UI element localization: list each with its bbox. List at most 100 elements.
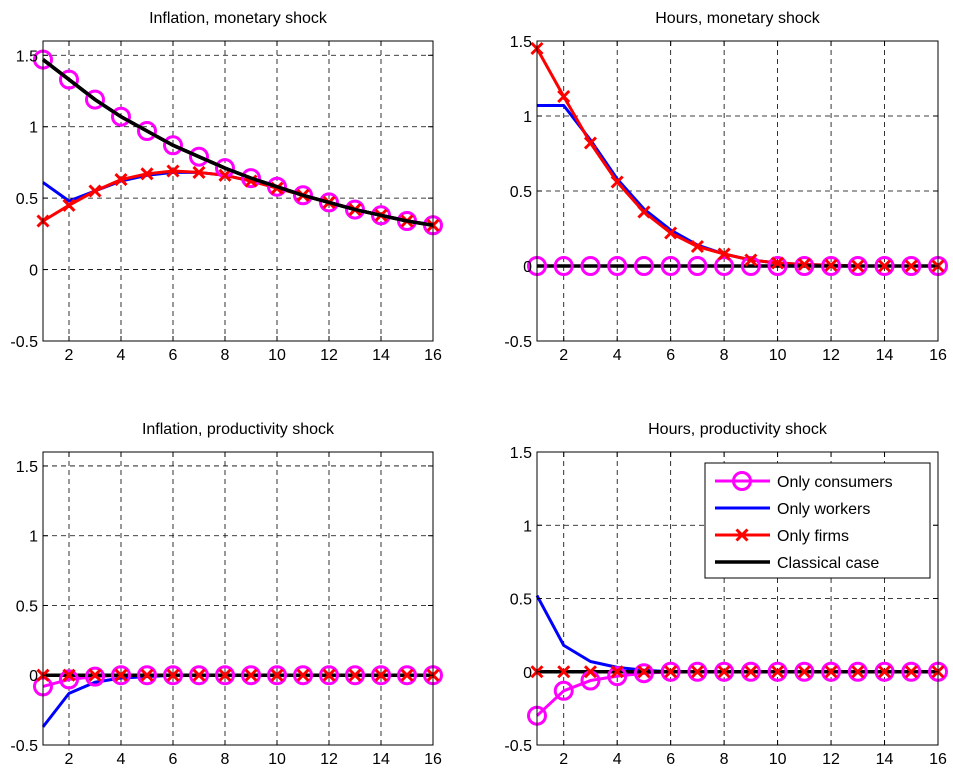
data-point-only-consumers (607, 256, 628, 276)
x-tick-label: 10 (769, 751, 787, 768)
data-point-only-consumers (319, 665, 339, 686)
x-tick-label: 12 (320, 347, 338, 364)
data-point-only-firms (824, 665, 838, 679)
data-point-only-consumers (241, 168, 261, 189)
data-point-only-consumers (580, 256, 601, 276)
data-point-only-firms (690, 665, 704, 679)
legend-marker-x (735, 528, 749, 542)
x-tick-label: 4 (117, 347, 126, 364)
data-point-only-consumers (59, 69, 79, 90)
y-tick-label: 0 (523, 259, 532, 276)
data-point-only-firms (824, 258, 838, 272)
x-tick-label: 6 (169, 751, 178, 768)
data-point-only-consumers (553, 256, 574, 276)
data-point-only-firms (637, 665, 651, 679)
x-tick-label: 6 (666, 347, 675, 364)
legend-label: Only consumers (777, 474, 893, 491)
markers-only-firms (530, 41, 945, 273)
panel-title: Hours, productivity shock (648, 421, 828, 438)
data-point-only-consumers (293, 665, 313, 686)
x-tick-label: 10 (769, 347, 787, 364)
data-point-only-consumers (660, 256, 681, 276)
data-point-only-firms (140, 167, 154, 181)
data-point-only-firms (664, 665, 678, 679)
y-tick-label: 0 (523, 665, 532, 682)
x-tick-label: 14 (876, 347, 894, 364)
axes-box (42, 40, 434, 342)
legend-item: Only firms (715, 528, 849, 545)
y-tick-label: 1 (29, 529, 38, 546)
data-point-only-consumers (111, 106, 131, 127)
data-point-only-firms (904, 259, 918, 273)
data-point-only-consumers (59, 669, 79, 690)
data-point-only-firms (374, 668, 388, 682)
x-tick-label: 6 (666, 751, 675, 768)
x-tick-label: 16 (424, 751, 442, 768)
data-point-only-firms (140, 668, 154, 682)
data-point-only-consumers (821, 661, 842, 682)
data-point-only-consumers (345, 199, 365, 220)
legend: Only consumers Only workers Only firms Clas… (704, 462, 931, 579)
data-point-only-firms (851, 259, 865, 273)
data-point-only-firms (904, 665, 918, 679)
data-point-only-consumers (397, 665, 417, 686)
axes-box (42, 451, 434, 746)
y-tick-label: -0.5 (10, 334, 38, 351)
x-tick-label: 4 (613, 751, 622, 768)
data-point-only-firms (192, 165, 206, 179)
panel-1: 2 4 6 8 10 12 14 16 -0.5 0 0.5 1 1.5 Inflation, monet… (10, 10, 443, 364)
data-point-only-firms (270, 668, 284, 682)
data-point-only-firms (557, 665, 571, 679)
data-point-only-firms (717, 665, 731, 679)
x-tick-label: 12 (822, 347, 840, 364)
legend-label: Only firms (777, 528, 849, 545)
data-point-only-consumers (553, 680, 574, 701)
y-tick-label: 1.5 (16, 459, 38, 476)
data-point-only-firms (244, 668, 258, 682)
data-point-only-consumers (371, 665, 391, 686)
data-point-only-consumers (293, 185, 313, 206)
panel-2: 2 4 6 8 10 12 14 16 -0.5 0 0.5 1 1.5 Hours, monetary … (504, 10, 948, 364)
data-point-only-consumers (163, 135, 183, 156)
data-point-only-firms (797, 665, 811, 679)
data-point-only-firms (166, 164, 180, 178)
panel-4: 2 4 6 8 10 12 14 16 -0.5 0 0.5 1 1.5 Hours, productiv… (504, 421, 948, 768)
data-point-only-consumers (241, 665, 261, 686)
data-point-only-consumers (319, 192, 339, 213)
data-point-only-firms (218, 668, 232, 682)
y-tick-label: -0.5 (504, 738, 532, 755)
data-point-only-consumers (189, 146, 209, 167)
x-tick-label: 2 (65, 751, 74, 768)
data-point-only-consumers (137, 121, 157, 141)
data-point-only-consumers (767, 661, 788, 682)
data-point-only-firms (610, 175, 624, 189)
data-point-only-consumers (137, 665, 157, 686)
data-point-only-consumers (794, 256, 815, 276)
data-point-only-consumers (189, 665, 209, 686)
data-point-only-firms (637, 205, 651, 219)
x-tick-label: 16 (424, 347, 442, 364)
data-point-only-consumers (714, 661, 735, 682)
y-tick-label: 1 (523, 518, 532, 535)
data-point-only-firms (771, 256, 785, 270)
data-point-only-firms (877, 665, 892, 679)
legend-marker-circle (732, 471, 752, 491)
data-point-only-firms (218, 168, 232, 182)
data-point-only-consumers (660, 661, 681, 682)
data-point-only-firms (296, 668, 310, 682)
x-tick-label: 16 (929, 751, 947, 768)
x-tick-label: 8 (221, 347, 230, 364)
data-point-only-firms (690, 239, 704, 254)
y-tick-label: -0.5 (10, 738, 38, 755)
data-point-only-consumers (633, 256, 654, 276)
data-point-only-consumers (267, 665, 287, 686)
y-tick-label: 0 (29, 263, 38, 280)
y-tick-label: 0.5 (16, 191, 38, 208)
data-point-only-consumers (633, 663, 654, 684)
data-point-only-firms (62, 198, 76, 212)
panel-3: 2 4 6 8 10 12 14 16 -0.5 0 0.5 1 1.5 Inflation, produ… (10, 421, 443, 768)
markers-only-consumers (33, 665, 443, 697)
data-point-only-firms (114, 668, 128, 682)
data-point-only-firms (400, 668, 414, 682)
